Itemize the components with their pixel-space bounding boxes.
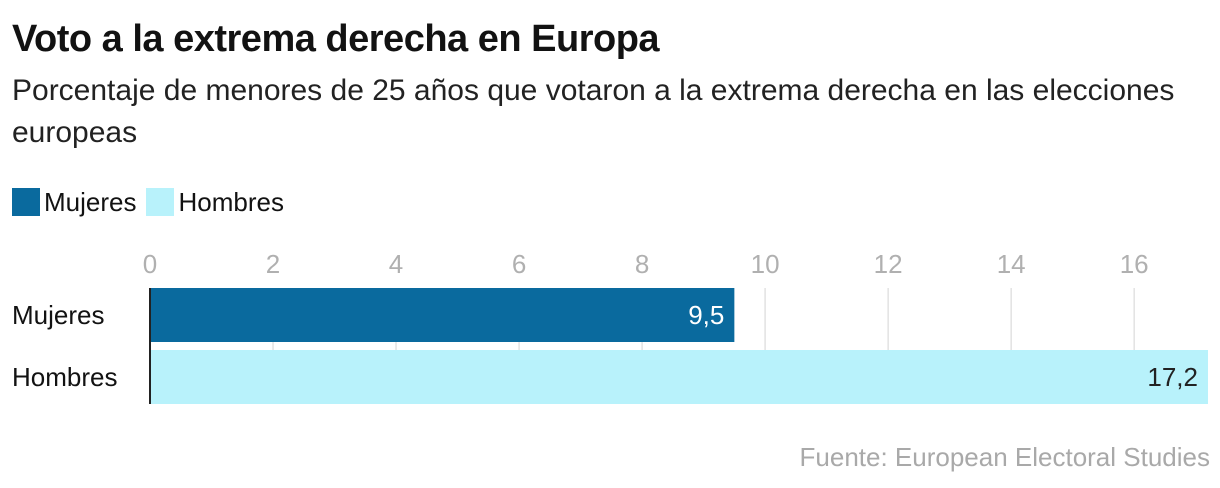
legend-label-mujeres: Mujeres [44,186,137,217]
category-label-hombres: Hombres [12,362,117,392]
value-label-mujeres: 9,5 [688,300,724,330]
chart-title: Voto a la extrema derecha en Europa [12,18,660,60]
category-label-mujeres: Mujeres [12,300,104,330]
x-tick-label-6: 6 [512,249,526,279]
bar-hombres [150,350,1208,404]
x-tick-label-16: 16 [1120,249,1149,279]
value-label-hombres: 17,2 [1147,362,1198,392]
source-note: Fuente: European Electoral Studies [799,442,1210,472]
legend-swatch-hombres [146,188,175,216]
x-tick-label-10: 10 [751,249,780,279]
x-tick-label-0: 0 [143,249,157,279]
x-tick-label-4: 4 [389,249,403,279]
x-tick-label-14: 14 [997,249,1026,279]
x-tick-label-12: 12 [874,249,903,279]
x-tick-label-2: 2 [266,249,280,279]
x-tick-label-8: 8 [635,249,649,279]
legend-item-hombres: Hombres [146,186,284,218]
bar-mujeres [150,288,735,342]
legend-item-mujeres: Mujeres [12,187,136,218]
legend: Mujeres Hombres [12,186,294,218]
legend-swatch-mujeres [12,188,40,216]
legend-label-hombres: Hombres [178,186,284,217]
chart-subtitle: Porcentaje de menores de 25 años que vot… [12,74,1175,149]
bar-chart: 0 2 4 6 8 10 12 14 16 Mujeres 9,5 Hombres 17,2 [12,249,1208,404]
